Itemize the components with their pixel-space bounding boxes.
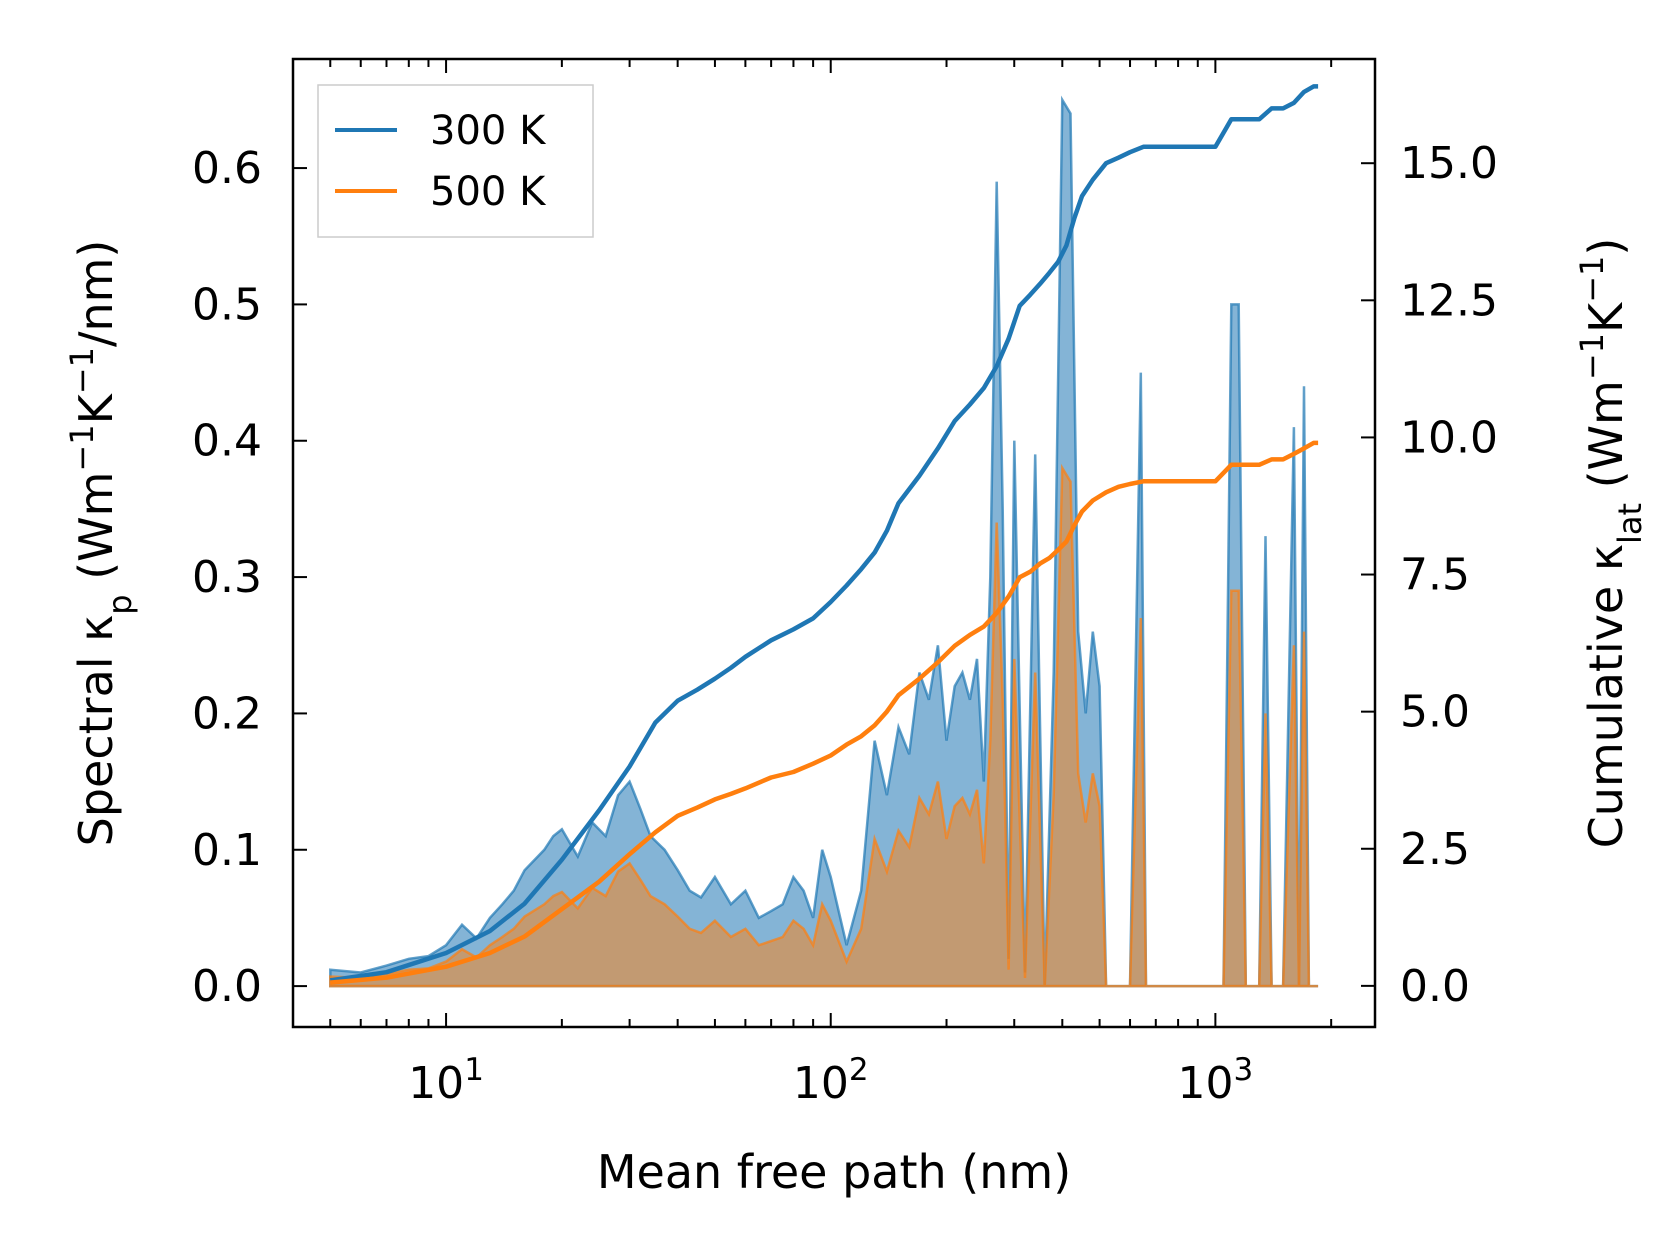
y-right-tick-label: 2.5: [1400, 824, 1470, 875]
y-axis-label-left: Spectral κp (Wm−1K−1/nm): [63, 240, 139, 847]
y-left-tick-label: 0.3: [192, 552, 262, 603]
cumulative-lines: [329, 84, 1319, 985]
y-left-tick-label: 0.2: [192, 688, 262, 739]
y-left-tick-label: 0.1: [192, 825, 262, 876]
x-axis-label: Mean free path (nm): [597, 1145, 1071, 1199]
x-tick-label: 101: [408, 1052, 484, 1109]
spectral-fills: [329, 95, 1319, 988]
x-tick-label: 102: [793, 1052, 869, 1109]
y-right-tick-label: 7.5: [1400, 550, 1470, 601]
y-right-tick-label: 15.0: [1400, 138, 1498, 189]
legend-label-500k: 500 K: [430, 169, 547, 215]
y-right-tick-label: 5.0: [1400, 687, 1470, 738]
y-left-tick-label: 0.5: [192, 279, 262, 330]
y-left-tick-label: 0.6: [192, 143, 262, 194]
cumulative-line-500k: [330, 440, 1319, 985]
plot-frame: [291, 57, 1377, 1029]
x-tick-label: 103: [1178, 1052, 1254, 1109]
spectral-area-500k: [329, 463, 1319, 988]
y-right-tick-label: 12.5: [1400, 275, 1498, 326]
y-left-tick-label: 0.4: [192, 416, 262, 467]
y-right-tick-label: 10.0: [1400, 412, 1498, 463]
y-axis-label-right: Cumulative κlat (Wm−1K−1): [1573, 238, 1649, 849]
y-left-tick-label: 0.0: [192, 961, 262, 1012]
legend: 300 K 500 K: [317, 84, 594, 238]
axis-ticks: 101 102 103 0.0 0.1 0.2 0.3 0.4 0.5 0.6 0.0 2.5 5.0 7…: [192, 59, 1498, 1109]
legend-label-300k: 300 K: [430, 108, 547, 154]
y-right-tick-label: 0.0: [1400, 961, 1470, 1012]
cumulative-line-300k: [329, 84, 1319, 983]
legend-box: [317, 84, 594, 238]
